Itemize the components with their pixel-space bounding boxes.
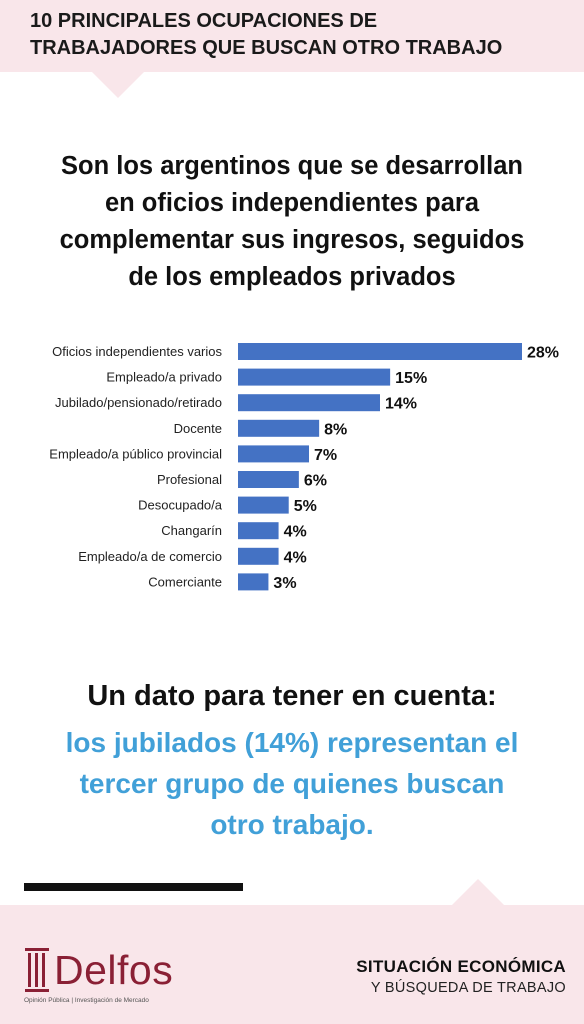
value-label: 5% [294, 498, 317, 515]
logo-wordmark: Delfos [54, 947, 174, 993]
delfos-logo: Delfos Opinión Pública | Investigación d… [24, 945, 184, 1013]
value-label: 7% [314, 447, 337, 464]
note-line-2: tercer grupo de quienes buscan [79, 768, 505, 799]
category-label: Changarín [161, 523, 222, 538]
subtitle-line-2: en oficios independientes para [104, 189, 480, 217]
note-line-3: otro trabajo. [210, 809, 374, 840]
header-band-notch [92, 72, 144, 98]
note-body: los jubilados (14%) representan el terce… [20, 722, 564, 845]
bar [238, 343, 522, 360]
value-label: 15% [395, 370, 427, 387]
value-label: 14% [385, 396, 417, 413]
category-label: Oficios independientes varios [52, 344, 222, 359]
value-label: 6% [304, 473, 327, 490]
category-label: Jubilado/pensionado/retirado [55, 395, 222, 410]
category-label: Desocupado/a [138, 498, 223, 513]
chart-subtitle: Son los argentinos que se desarrollan en… [20, 148, 564, 296]
footer-subtitle: Y BÚSQUEDA DE TRABAJO [370, 980, 566, 996]
bar [238, 496, 289, 514]
logo-tagline: Opinión Pública | Investigación de Merca… [24, 997, 149, 1004]
subtitle-line-4: de los empleados privados [128, 263, 456, 291]
footer-title: SITUACIÓN ECONÓMICA [356, 957, 566, 976]
bar [238, 471, 299, 488]
bar [238, 419, 320, 437]
value-label: 4% [284, 524, 307, 541]
category-label: Empleado/a privado [106, 370, 222, 385]
category-label: Docente [174, 421, 222, 436]
occupations-bar-chart: Oficios independientes varios 28% Empleado… [49, 343, 559, 592]
value-label: 28% [527, 345, 559, 362]
divider-rule [24, 883, 243, 891]
header-band [0, 0, 584, 98]
value-label: 8% [324, 421, 347, 438]
subtitle-line-3: complementar sus ingresos, seguidos [59, 226, 525, 254]
column-logo-icon [25, 948, 49, 992]
bar [238, 573, 269, 591]
subtitle-line-1: Son los argentinos que se desarrollan [61, 152, 523, 180]
footer-band-notch [452, 879, 504, 905]
category-label: Empleado/a público provincial [49, 446, 222, 461]
bar [238, 445, 309, 463]
bar [238, 547, 279, 565]
category-label: Empleado/a de comercio [78, 549, 222, 564]
page-title-line-2: TRABAJADORES QUE BUSCAN OTRO TRABAJO [30, 37, 503, 59]
note-heading: Un dato para tener en cuenta: [87, 680, 497, 712]
category-label: Comerciante [148, 574, 222, 589]
value-label: 4% [284, 549, 307, 566]
bar [238, 368, 391, 386]
note-line-1: los jubilados (14%) representan el [65, 727, 519, 758]
bar [238, 522, 279, 540]
footer-band: Delfos Opinión Pública | Investigación d… [0, 879, 584, 1024]
bar [238, 394, 380, 412]
page-title: 10 PRINCIPALES OCUPACIONES DE TRABAJADOR… [30, 8, 570, 62]
value-label: 3% [273, 575, 296, 592]
category-label: Profesional [157, 472, 222, 487]
page-title-line-1: 10 PRINCIPALES OCUPACIONES DE [30, 10, 378, 32]
